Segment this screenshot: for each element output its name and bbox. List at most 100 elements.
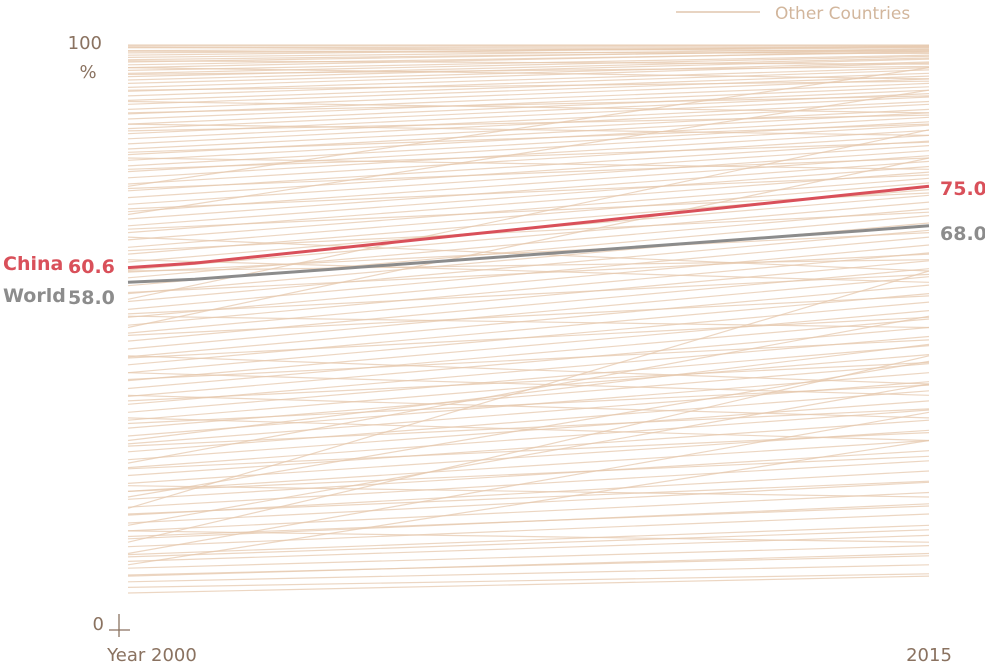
series-line-china <box>127 184 930 270</box>
other-country-line <box>127 72 930 101</box>
other-country-line <box>127 50 930 69</box>
other-country-line <box>127 417 930 442</box>
other-country-line <box>127 564 930 583</box>
other-country-line <box>127 513 930 548</box>
other-country-line <box>127 253 930 294</box>
other-country-line <box>127 355 930 385</box>
other-country-line <box>127 339 930 381</box>
other-country-line <box>127 480 930 515</box>
other-country-line <box>127 268 930 342</box>
other-country-line <box>127 129 930 179</box>
y-axis-top-label: 100 <box>68 33 102 54</box>
other-country-line <box>127 460 930 508</box>
other-country-line <box>127 343 930 442</box>
other-country-line <box>127 552 930 577</box>
other-country-line <box>127 150 930 205</box>
other-country-line <box>127 67 930 187</box>
other-country-line <box>127 455 930 492</box>
other-country-line <box>127 44 930 47</box>
other-country-line <box>127 326 930 397</box>
other-country-line <box>127 260 930 334</box>
other-country-line <box>127 310 930 382</box>
other-country-line <box>127 58 930 81</box>
other-country-line <box>127 439 930 492</box>
other-country-line <box>127 123 930 136</box>
other-country-line <box>127 384 930 425</box>
other-country-line <box>127 450 930 500</box>
other-countries-lines <box>127 44 930 594</box>
other-country-line <box>127 75 930 105</box>
other-country-line <box>127 55 930 74</box>
other-country-line <box>127 67 930 92</box>
other-country-line <box>127 174 930 210</box>
other-country-line <box>127 165 930 227</box>
other-country-line <box>127 400 930 461</box>
other-country-line <box>127 293 930 366</box>
other-country-line <box>127 409 930 469</box>
y-axis-bottom-label: 0 <box>93 614 104 635</box>
other-country-line <box>127 529 930 558</box>
other-country-line <box>127 315 930 329</box>
other-country-line <box>127 129 930 300</box>
other-country-line <box>127 491 930 532</box>
other-country-line <box>127 69 930 97</box>
other-country-line <box>127 78 930 110</box>
other-country-line <box>127 157 930 329</box>
other-country-line <box>127 160 930 220</box>
y-axis-unit-label: % <box>79 62 96 83</box>
other-country-line <box>127 276 930 350</box>
series-start-value-china: 60.6 <box>68 256 115 278</box>
other-country-line <box>127 270 930 509</box>
other-country-line <box>127 60 930 65</box>
series-line-world <box>127 224 930 284</box>
other-country-line <box>127 394 930 419</box>
other-country-line <box>127 295 930 336</box>
x-tick-label-start: Year 2000 <box>106 645 197 666</box>
other-country-line <box>127 96 930 135</box>
other-country-line <box>127 46 930 52</box>
other-country-line <box>127 505 930 538</box>
other-country-line <box>127 439 930 566</box>
other-country-line <box>127 361 930 402</box>
other-country-line <box>127 80 930 91</box>
other-country-line <box>127 65 930 75</box>
other-country-line <box>127 211 930 252</box>
series-end-value-world: 68.0 <box>940 223 985 245</box>
other-country-line <box>127 273 930 315</box>
other-country-line <box>127 45 930 56</box>
other-country-line <box>127 100 930 114</box>
other-country-line <box>127 573 930 588</box>
other-country-line <box>127 177 930 241</box>
series-name-china: China <box>3 253 63 275</box>
other-country-line <box>127 157 930 190</box>
other-country-line <box>127 134 930 185</box>
other-country-line <box>127 123 930 153</box>
other-country-line <box>127 48 930 63</box>
other-country-line <box>127 252 930 326</box>
other-country-line <box>127 524 930 556</box>
other-country-line <box>127 114 930 132</box>
origin-tick <box>109 614 130 637</box>
x-tick-label-end: 2015 <box>906 645 952 666</box>
other-country-line <box>127 155 930 213</box>
other-country-line <box>127 82 930 115</box>
other-country-line <box>127 575 930 594</box>
other-country-line <box>127 316 930 359</box>
other-country-line <box>127 141 930 170</box>
other-country-line <box>127 259 930 283</box>
other-country-line <box>127 432 930 470</box>
other-country-line <box>127 419 930 477</box>
other-country-line <box>127 408 930 447</box>
other-country-line <box>127 95 930 114</box>
other-country-line <box>127 86 930 120</box>
other-country-line <box>127 284 930 358</box>
other-country-line <box>127 372 930 396</box>
other-country-line <box>127 50 930 55</box>
other-country-line <box>127 201 930 271</box>
other-country-line <box>127 145 930 199</box>
other-country-line <box>127 345 930 413</box>
other-country-line <box>127 530 930 543</box>
other-country-line <box>127 390 930 453</box>
legend: Other Countries <box>676 4 910 24</box>
